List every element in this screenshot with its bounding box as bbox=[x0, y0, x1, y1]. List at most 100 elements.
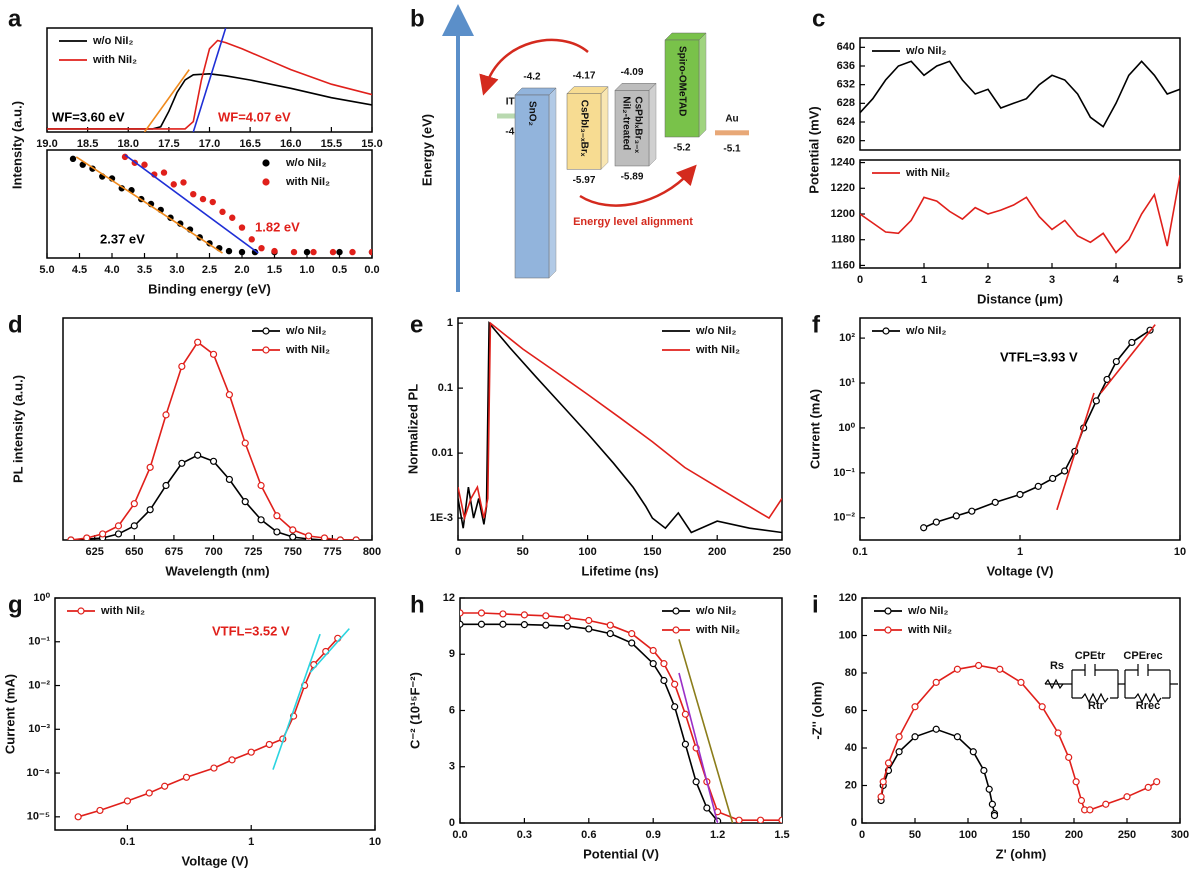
y-tick-label: 1240 bbox=[831, 156, 855, 168]
y-tick-label: 0.1 bbox=[438, 382, 453, 394]
x-tick-label: 300 bbox=[1171, 829, 1189, 841]
y-tick-label: 10⁻⁴ bbox=[27, 767, 50, 779]
series-line bbox=[143, 69, 190, 132]
plot-frame bbox=[457, 317, 783, 541]
legend-label: with NiI₂ bbox=[285, 344, 330, 356]
data-point bbox=[735, 816, 743, 823]
x-tick-label: 18.5 bbox=[77, 138, 98, 150]
y-axis-label: Potential (mV) bbox=[806, 106, 821, 193]
x-tick-label: 0 bbox=[857, 274, 863, 286]
level-value: -5.2 bbox=[673, 143, 691, 154]
x-tick-label: 15.5 bbox=[321, 138, 342, 150]
plot-area bbox=[74, 628, 350, 821]
data-point bbox=[123, 797, 132, 805]
y-tick-label: 1E-3 bbox=[430, 512, 453, 524]
legend-marker bbox=[262, 346, 270, 354]
data-point bbox=[884, 759, 893, 767]
data-point bbox=[542, 612, 550, 620]
series-line bbox=[458, 321, 782, 522]
y-tick-label: 10² bbox=[839, 332, 855, 344]
level-value: -4.7 bbox=[505, 127, 523, 138]
y-tick-label: 1180 bbox=[831, 234, 855, 246]
energy-band bbox=[614, 90, 650, 167]
legend-marker bbox=[882, 327, 890, 335]
data-point bbox=[477, 609, 486, 617]
panel-label: d bbox=[8, 311, 23, 338]
legend-label: with NiI₂ bbox=[100, 605, 145, 617]
data-point bbox=[238, 248, 246, 256]
y-tick-label: 0 bbox=[851, 817, 857, 829]
y-tick-label: 636 bbox=[837, 60, 855, 72]
data-point bbox=[660, 660, 668, 668]
panel-label: g bbox=[8, 591, 23, 618]
data-point bbox=[83, 534, 91, 540]
hole-arrow bbox=[579, 164, 697, 207]
data-point bbox=[194, 451, 202, 459]
data-point bbox=[920, 524, 928, 532]
data-point bbox=[1038, 703, 1046, 711]
data-point bbox=[265, 740, 273, 749]
y-axis-label: PL intensity (a.u.) bbox=[10, 375, 25, 483]
data-point bbox=[145, 789, 153, 797]
panel-label: c bbox=[812, 5, 825, 32]
data-point bbox=[146, 463, 154, 471]
x-tick-label: 1.5 bbox=[774, 829, 789, 841]
data-point bbox=[585, 616, 593, 625]
data-point bbox=[1077, 796, 1086, 805]
data-point bbox=[289, 526, 297, 534]
data-point bbox=[69, 155, 77, 163]
data-point bbox=[649, 660, 657, 668]
x-tick-label: 1 bbox=[921, 274, 927, 286]
data-point bbox=[310, 248, 317, 256]
x-tick-label: 15.0 bbox=[361, 138, 382, 150]
y-tick-label: 100 bbox=[839, 629, 857, 641]
x-axis-label: Distance (μm) bbox=[977, 291, 1063, 306]
data-point bbox=[542, 621, 550, 629]
plot-area bbox=[860, 175, 1180, 254]
data-point bbox=[1086, 806, 1094, 814]
legend-label: with NiI₂ bbox=[285, 176, 330, 188]
data-point bbox=[499, 610, 507, 618]
series-line bbox=[458, 320, 782, 534]
band-top bbox=[614, 83, 657, 91]
data-point bbox=[671, 680, 679, 688]
circuit-label: CPEtr bbox=[1075, 650, 1106, 662]
data-point bbox=[563, 622, 571, 630]
y-tick-label: 80 bbox=[845, 667, 857, 679]
data-point bbox=[67, 536, 75, 540]
y-tick-label: 12 bbox=[443, 592, 455, 604]
band-name: CsPbI₃₋ₓBrₓ bbox=[578, 100, 589, 157]
y-tick-label: 9 bbox=[449, 648, 455, 660]
y-axis-label: Intensity (a.u.) bbox=[9, 101, 24, 189]
alignment-label: Energy level alignment bbox=[573, 216, 693, 228]
data-point bbox=[178, 459, 186, 467]
data-point bbox=[257, 516, 265, 524]
plot-area bbox=[860, 60, 1180, 128]
data-point bbox=[273, 512, 281, 520]
data-point bbox=[130, 500, 138, 508]
data-point bbox=[247, 748, 255, 756]
data-point bbox=[1065, 753, 1073, 761]
legend-label: w/o NiI₂ bbox=[695, 325, 736, 337]
band-top bbox=[514, 87, 557, 96]
series-line bbox=[309, 628, 350, 673]
x-tick-label: 3.0 bbox=[169, 264, 184, 276]
data-point bbox=[180, 179, 187, 186]
series-line bbox=[70, 341, 357, 540]
data-point bbox=[996, 665, 1004, 673]
x-tick-label: 200 bbox=[1065, 829, 1083, 841]
data-point bbox=[1061, 467, 1069, 475]
data-point bbox=[96, 806, 104, 815]
band-top bbox=[664, 32, 707, 41]
data-point bbox=[303, 248, 311, 256]
data-point bbox=[969, 748, 977, 756]
series-line bbox=[460, 612, 782, 821]
x-axis-label: Z' (ohm) bbox=[996, 846, 1047, 861]
y-axis-label: Normalized PL bbox=[405, 384, 420, 474]
data-point bbox=[225, 475, 233, 484]
y-tick-label: 620 bbox=[837, 135, 855, 147]
band-name: Au bbox=[725, 113, 738, 124]
data-point bbox=[974, 661, 983, 670]
legend-label: w/o NiI₂ bbox=[695, 605, 736, 617]
data-point bbox=[756, 816, 765, 823]
